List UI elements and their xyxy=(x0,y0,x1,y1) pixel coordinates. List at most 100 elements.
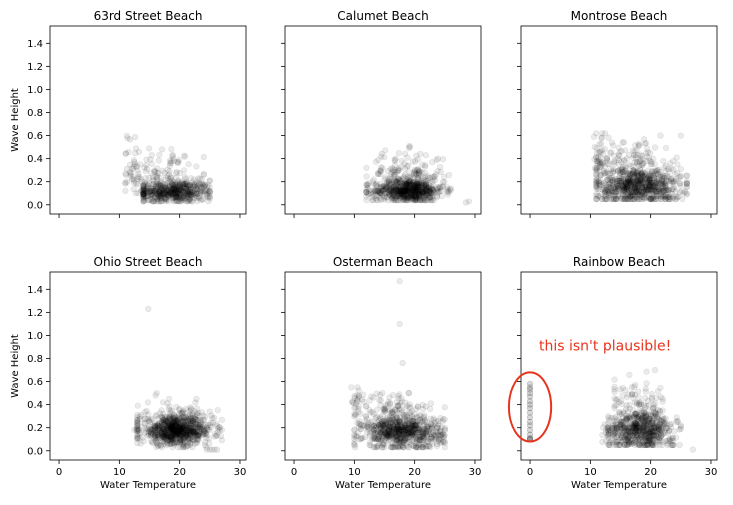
data-point xyxy=(148,185,155,192)
data-point xyxy=(191,419,198,426)
data-point xyxy=(157,182,164,189)
data-point xyxy=(153,187,160,194)
data-point xyxy=(186,191,193,198)
data-point xyxy=(390,187,398,194)
data-point xyxy=(143,186,150,193)
data-point xyxy=(196,193,203,200)
panel-1: 63rd Street Beach0.00.20.40.60.81.01.21.… xyxy=(10,9,247,218)
data-point xyxy=(154,422,161,429)
data-point xyxy=(176,185,183,192)
data-point xyxy=(439,156,447,163)
data-point xyxy=(175,186,183,193)
data-point xyxy=(156,188,163,195)
data-point xyxy=(153,189,160,196)
data-point xyxy=(160,180,167,187)
data-point xyxy=(174,190,181,197)
x-tick-label: 30 xyxy=(234,467,247,478)
data-point xyxy=(154,184,161,191)
data-point xyxy=(167,409,174,417)
data-point xyxy=(185,438,192,445)
data-point xyxy=(433,157,440,164)
data-point xyxy=(171,184,178,191)
data-point xyxy=(164,191,172,198)
data-point xyxy=(165,192,172,199)
data-point xyxy=(140,189,147,196)
data-point xyxy=(440,173,448,180)
data-point xyxy=(140,191,147,198)
data-point xyxy=(670,157,677,165)
data-point xyxy=(161,416,168,424)
data-point xyxy=(168,186,175,193)
y-tick-label: 1.4 xyxy=(27,285,43,296)
data-point xyxy=(174,192,181,199)
data-point xyxy=(174,188,181,195)
data-point xyxy=(173,185,181,192)
data-point xyxy=(153,196,160,203)
data-point xyxy=(142,193,149,201)
data-point xyxy=(147,196,154,204)
annotation-text: this isn't plausible! xyxy=(539,338,671,354)
data-point xyxy=(183,188,190,195)
data-point xyxy=(194,190,201,197)
data-point xyxy=(166,183,173,190)
data-point xyxy=(193,180,200,187)
data-point xyxy=(157,442,164,449)
data-point xyxy=(171,194,178,202)
data-point xyxy=(437,414,444,422)
data-point xyxy=(149,191,156,198)
data-point xyxy=(159,187,166,194)
data-point xyxy=(193,190,200,197)
panel-3: Montrose Beach xyxy=(517,9,718,218)
data-point xyxy=(186,195,193,202)
data-point xyxy=(147,191,154,198)
data-point xyxy=(206,184,213,191)
data-point xyxy=(166,188,173,195)
data-point xyxy=(176,180,183,187)
data-point xyxy=(667,190,674,197)
data-point xyxy=(603,195,611,203)
data-point xyxy=(596,148,604,155)
data-point xyxy=(435,424,442,432)
data-point xyxy=(184,188,191,195)
data-point xyxy=(169,152,177,159)
data-point xyxy=(164,193,171,200)
data-point xyxy=(205,194,212,201)
data-point xyxy=(634,424,641,431)
data-point xyxy=(152,183,159,190)
points xyxy=(122,132,213,205)
data-point xyxy=(166,192,173,199)
data-point xyxy=(176,198,183,205)
data-point xyxy=(144,415,151,422)
data-point xyxy=(176,156,183,164)
data-point xyxy=(154,191,161,198)
data-point xyxy=(147,188,154,195)
data-point xyxy=(414,444,421,451)
data-point xyxy=(396,320,403,328)
data-point xyxy=(169,185,176,192)
data-point xyxy=(192,186,199,193)
x-tick-label: 30 xyxy=(469,467,482,478)
data-point xyxy=(603,184,611,191)
data-point xyxy=(182,198,189,205)
data-point xyxy=(161,191,168,198)
data-point xyxy=(166,192,173,200)
x-tick-label: 0 xyxy=(56,467,62,478)
data-point xyxy=(194,193,201,200)
data-point xyxy=(189,191,196,198)
data-point xyxy=(638,410,646,417)
data-point xyxy=(178,197,186,204)
data-point xyxy=(611,404,618,412)
data-point xyxy=(387,416,394,424)
data-point xyxy=(170,198,177,205)
data-point xyxy=(206,188,213,195)
data-point xyxy=(140,438,147,445)
data-point xyxy=(140,195,147,202)
panels-layer: 63rd Street Beach0.00.20.40.60.81.01.21.… xyxy=(10,9,718,491)
data-point xyxy=(367,409,374,416)
data-point xyxy=(190,189,197,196)
data-point xyxy=(641,140,649,147)
data-point xyxy=(153,411,160,419)
data-point xyxy=(181,152,188,159)
data-point xyxy=(161,196,168,203)
data-point xyxy=(199,180,206,187)
